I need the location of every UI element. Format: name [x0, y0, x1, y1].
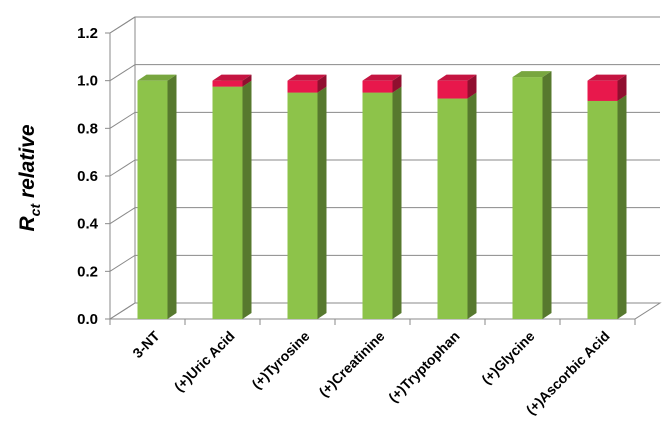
- x-tick-label: (+)Ascorbic Acid: [523, 328, 613, 418]
- gridline: [109, 302, 660, 320]
- y-axis-label-main: R: [16, 216, 39, 232]
- bar-segment-side: [467, 92, 477, 320]
- y-tick-label: 1.2: [77, 25, 98, 42]
- x-tick-label: (+)Glycine: [478, 328, 538, 388]
- gridline: [109, 16, 660, 34]
- x-tick-label: 3-NT: [129, 328, 163, 362]
- bar-segment-front: [437, 98, 468, 320]
- bar-segment-side: [467, 74, 477, 99]
- y-tick-label: 0.4: [77, 216, 99, 233]
- bar-segment-top: [137, 74, 177, 81]
- bar-segment-side: [242, 74, 252, 87]
- gridlines: [109, 16, 660, 320]
- gridline: [109, 159, 660, 177]
- bar-segment-front: [287, 80, 318, 93]
- x-tick-label: (+)Uric Acid: [171, 328, 238, 395]
- x-tick-label: (+)Tryptophan: [385, 328, 463, 406]
- bar-segment-top: [512, 71, 552, 78]
- bar-segment-top: [212, 74, 252, 81]
- y-tick-label: 0.8: [77, 120, 98, 137]
- bar-segment-side: [242, 80, 252, 319]
- bar-segment-top: [437, 74, 477, 81]
- bar-segment-front: [212, 80, 243, 87]
- bar-segment-side: [392, 86, 402, 319]
- y-axis-label-sub: ct: [27, 203, 43, 217]
- bar-segment-side: [542, 71, 552, 319]
- bar-segment-front: [137, 80, 168, 320]
- y-tick-label: 0.2: [77, 263, 98, 280]
- bar-segment-front: [587, 100, 618, 319]
- x-axis-ticks: 3-NT (+)Uric Acid (+)Tyrosine (+)Creatinine…: [109, 319, 636, 418]
- y-axis-label-rest: relative: [16, 124, 39, 204]
- bar-segment-front: [212, 86, 243, 319]
- bar-segment-side: [617, 74, 627, 101]
- bars: [137, 71, 627, 320]
- gridline: [109, 207, 660, 225]
- bar-segment-side: [392, 74, 402, 93]
- gridline: [109, 111, 660, 129]
- y-tick-label: 0.0: [77, 311, 98, 328]
- bar-segment-front: [287, 92, 318, 319]
- gridline: [109, 254, 660, 272]
- bar-segment-top: [362, 74, 402, 81]
- bar-segment-front: [362, 80, 393, 93]
- gridline: [109, 64, 660, 82]
- y-axis-label: Rct relative: [16, 124, 43, 231]
- bar-segment-side: [617, 94, 627, 319]
- bar-segment-side: [317, 86, 327, 319]
- y-tick-label: 1.0: [77, 73, 98, 90]
- bar-segment-side: [167, 74, 177, 320]
- bar-segment-top: [287, 74, 327, 81]
- bar-segment-top: [587, 74, 627, 81]
- bar-segment-front: [437, 80, 468, 99]
- bar-segment-front: [587, 80, 618, 101]
- y-axis-ticks: 0.0 0.2 0.4 0.6 0.8 1.0 1.2: [77, 25, 110, 328]
- back-wall-top: [109, 16, 660, 34]
- bar-segment-front: [362, 92, 393, 319]
- x-tick-label: (+)Tyrosine: [248, 328, 312, 392]
- y-tick-label: 0.6: [77, 168, 98, 185]
- bar-segment-side: [317, 74, 327, 93]
- bar-segment-front: [512, 77, 543, 319]
- x-tick-label: (+)Creatinine: [316, 328, 388, 400]
